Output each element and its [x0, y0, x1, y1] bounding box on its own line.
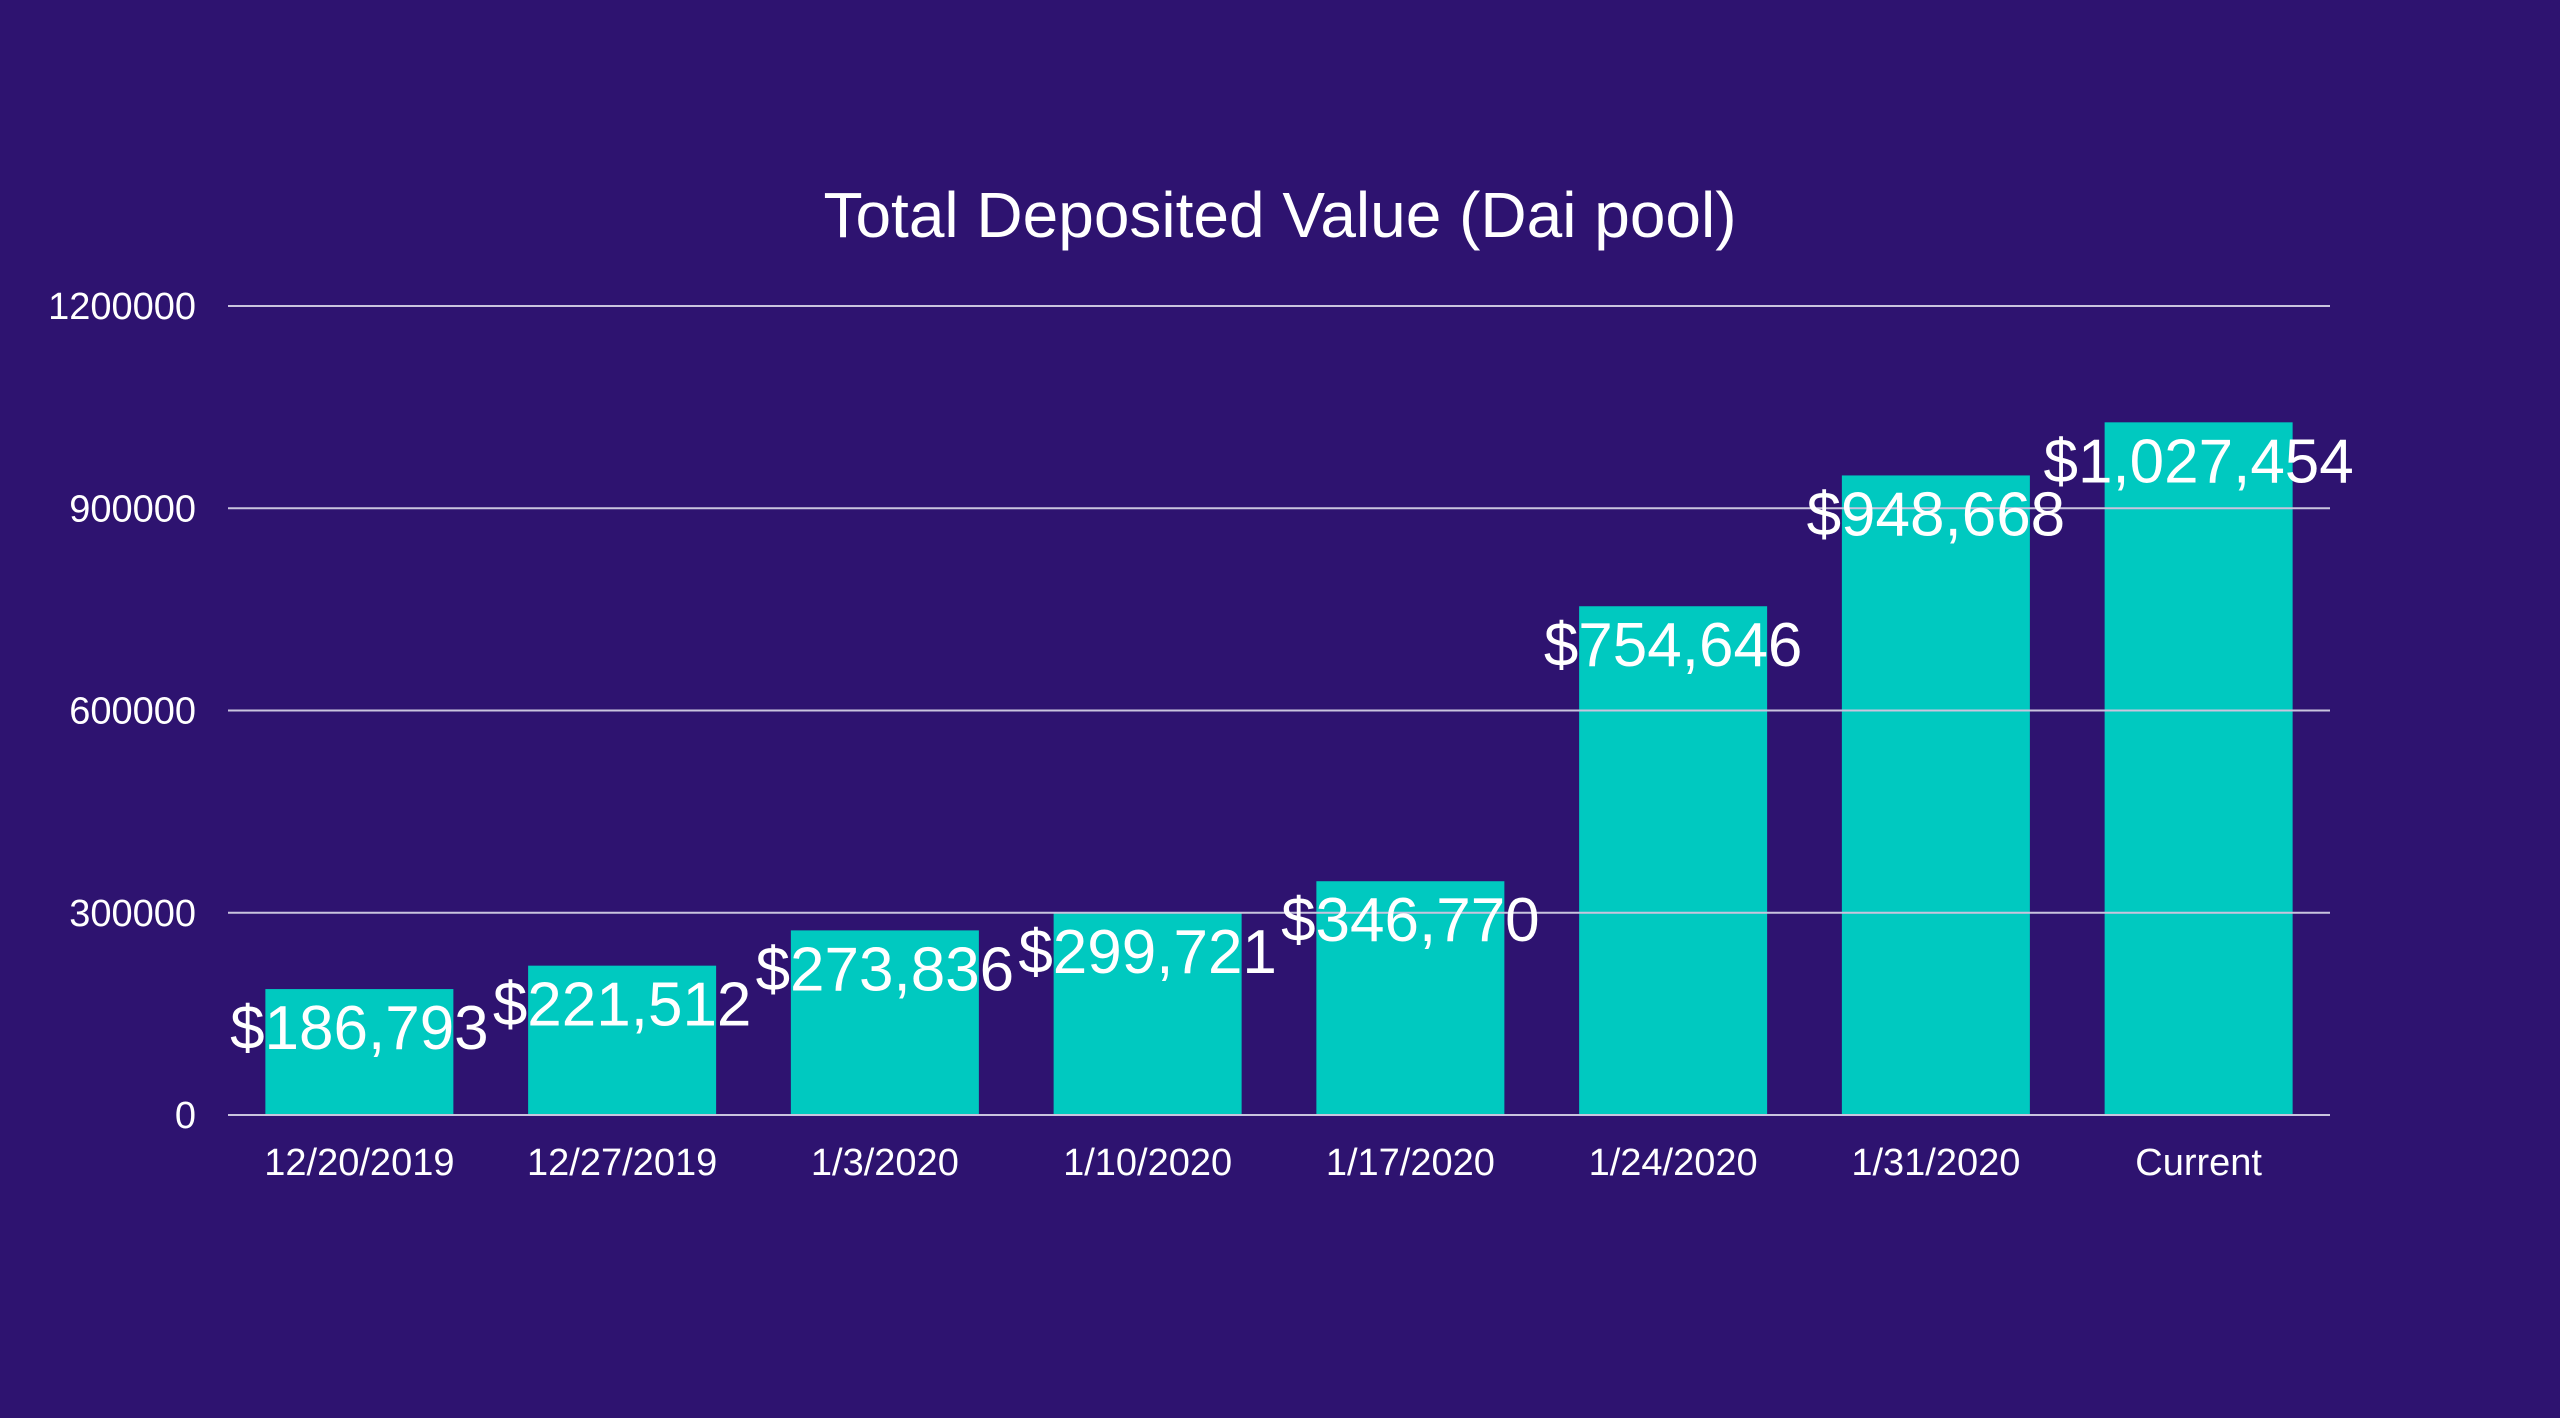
bar	[528, 965, 717, 1115]
chart-title: Total Deposited Value (Dai pool)	[823, 179, 1736, 251]
bar	[1053, 912, 1242, 1115]
data-label: $221,512	[493, 971, 752, 1040]
data-label: $273,836	[756, 935, 1015, 1004]
bar	[1841, 475, 2030, 1115]
y-tick-label: 900000	[69, 488, 196, 530]
data-labels: $186,793 $221,512$273,836 $299,721 $346,770…	[230, 427, 2354, 1063]
bars	[265, 422, 2293, 1115]
data-label: $754,646	[1544, 611, 1803, 680]
y-tick-label: 600000	[69, 691, 196, 733]
data-label: $346,770	[1281, 886, 1540, 955]
data-label: $948,668	[1807, 480, 2066, 549]
bar	[790, 930, 979, 1115]
x-tick-label: Current	[2135, 1142, 2262, 1184]
y-axis: 0 300000 600000 900000 1200000	[48, 286, 196, 1137]
x-tick-label: 12/20/2019	[264, 1142, 454, 1184]
x-tick-label: 1/31/2020	[1851, 1142, 2020, 1184]
x-axis: 12/20/2019 12/27/2019 1/3/2020 1/10/2020 1/1…	[264, 1142, 2262, 1184]
x-tick-label: 12/27/2019	[527, 1142, 717, 1184]
data-label: $186,793	[230, 994, 489, 1063]
x-tick-label: 1/24/2020	[1589, 1142, 1758, 1184]
y-tick-label: 1200000	[48, 286, 196, 328]
data-label: $299,721	[1018, 918, 1277, 987]
y-tick-label: 0	[175, 1095, 196, 1137]
bar	[1579, 606, 1768, 1115]
x-tick-label: 1/17/2020	[1326, 1142, 1495, 1184]
data-label: $1,027,454	[2043, 427, 2353, 496]
bar	[1316, 881, 1505, 1115]
bar	[2104, 422, 2293, 1115]
grid-layer	[228, 305, 2330, 1116]
bar	[265, 989, 454, 1115]
x-tick-label: 1/3/2020	[811, 1142, 959, 1184]
x-tick-label: 1/10/2020	[1063, 1142, 1232, 1184]
y-tick-label: 300000	[69, 893, 196, 935]
